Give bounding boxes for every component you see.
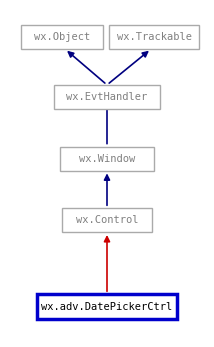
FancyBboxPatch shape [109, 25, 199, 49]
FancyBboxPatch shape [54, 85, 160, 109]
FancyBboxPatch shape [37, 294, 177, 319]
Text: wx.Trackable: wx.Trackable [117, 32, 192, 42]
FancyBboxPatch shape [60, 146, 154, 170]
FancyBboxPatch shape [62, 208, 152, 232]
Text: wx.adv.DatePickerCtrl: wx.adv.DatePickerCtrl [41, 302, 173, 312]
Text: wx.Object: wx.Object [34, 32, 90, 42]
Text: wx.Control: wx.Control [76, 215, 138, 225]
Text: wx.EvtHandler: wx.EvtHandler [66, 92, 148, 102]
FancyBboxPatch shape [21, 25, 103, 49]
Text: wx.Window: wx.Window [79, 153, 135, 163]
